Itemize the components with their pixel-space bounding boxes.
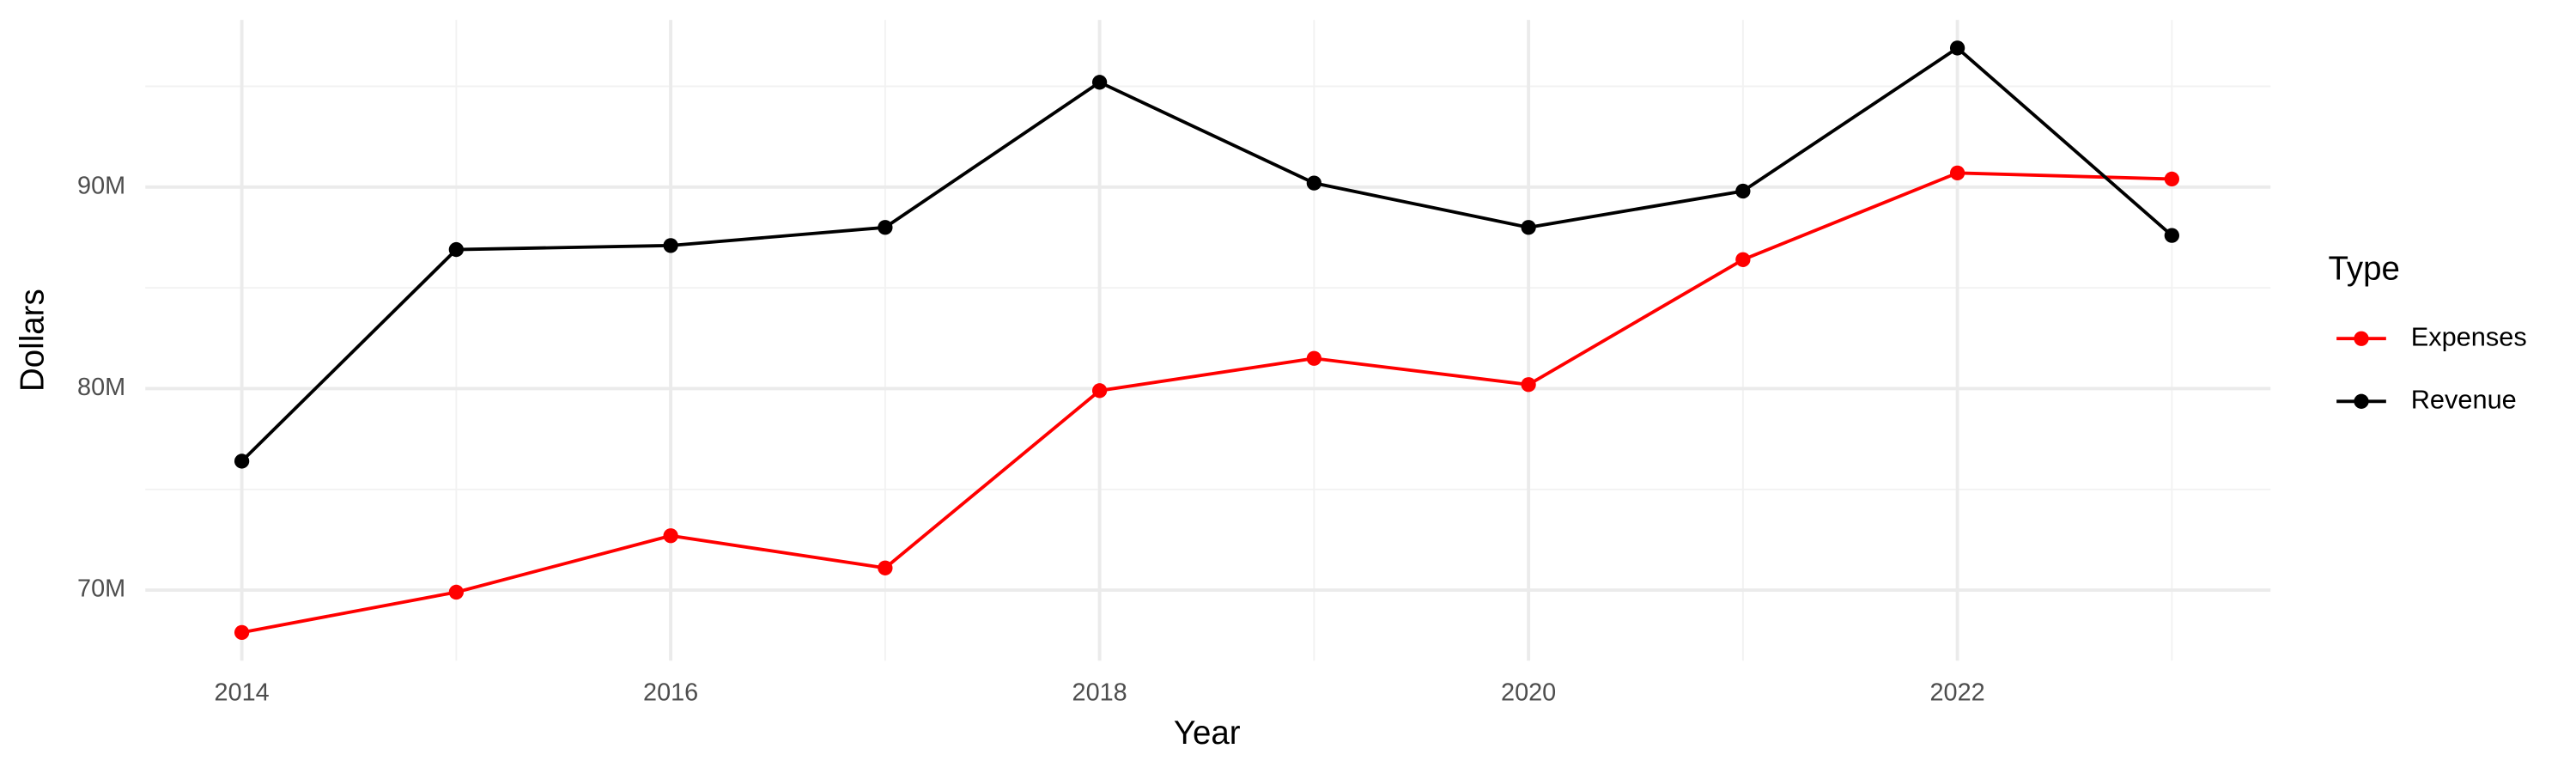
series-line: [241, 171, 2172, 635]
data-point: [1306, 350, 1322, 366]
data-point: [234, 453, 250, 469]
x-tick-label: 2018: [1072, 679, 1127, 706]
data-point: [1949, 40, 1965, 56]
x-tick-label: 2014: [215, 679, 270, 706]
x-tick-label: 2016: [643, 679, 698, 706]
x-axis-title: Year: [1174, 715, 1241, 752]
data-point: [663, 528, 678, 544]
y-tick-label: 80M: [77, 374, 125, 401]
data-point: [1091, 383, 1108, 399]
legend-label: Revenue: [2411, 384, 2517, 414]
data-point: [1306, 175, 1322, 191]
data-point: [663, 238, 678, 253]
data-point: [2164, 171, 2180, 187]
data-point: [1521, 377, 1536, 393]
data-point: [1735, 252, 1751, 267]
data-point: [1521, 220, 1536, 235]
y-tick-label: 90M: [77, 172, 125, 199]
data-point: [878, 560, 893, 575]
series-line: [240, 46, 2173, 463]
data-point: [448, 241, 465, 258]
legend-label: Expenses: [2411, 321, 2527, 351]
data-point: [1735, 183, 1751, 199]
legend-key-point: [2354, 393, 2369, 409]
data-point: [1091, 75, 1108, 90]
legend-key-point: [2354, 331, 2369, 346]
data-point: [448, 584, 465, 600]
x-tick-label: 2020: [1501, 679, 1556, 706]
data-point: [234, 624, 250, 641]
data-point: [878, 220, 893, 235]
y-tick-label: 70M: [77, 575, 125, 603]
x-tick-label: 2022: [1930, 679, 1985, 706]
y-axis-title: Dollars: [15, 289, 52, 392]
legend-title: Type: [2329, 251, 2400, 288]
data-point: [2164, 228, 2180, 243]
data-point: [1949, 165, 1965, 181]
